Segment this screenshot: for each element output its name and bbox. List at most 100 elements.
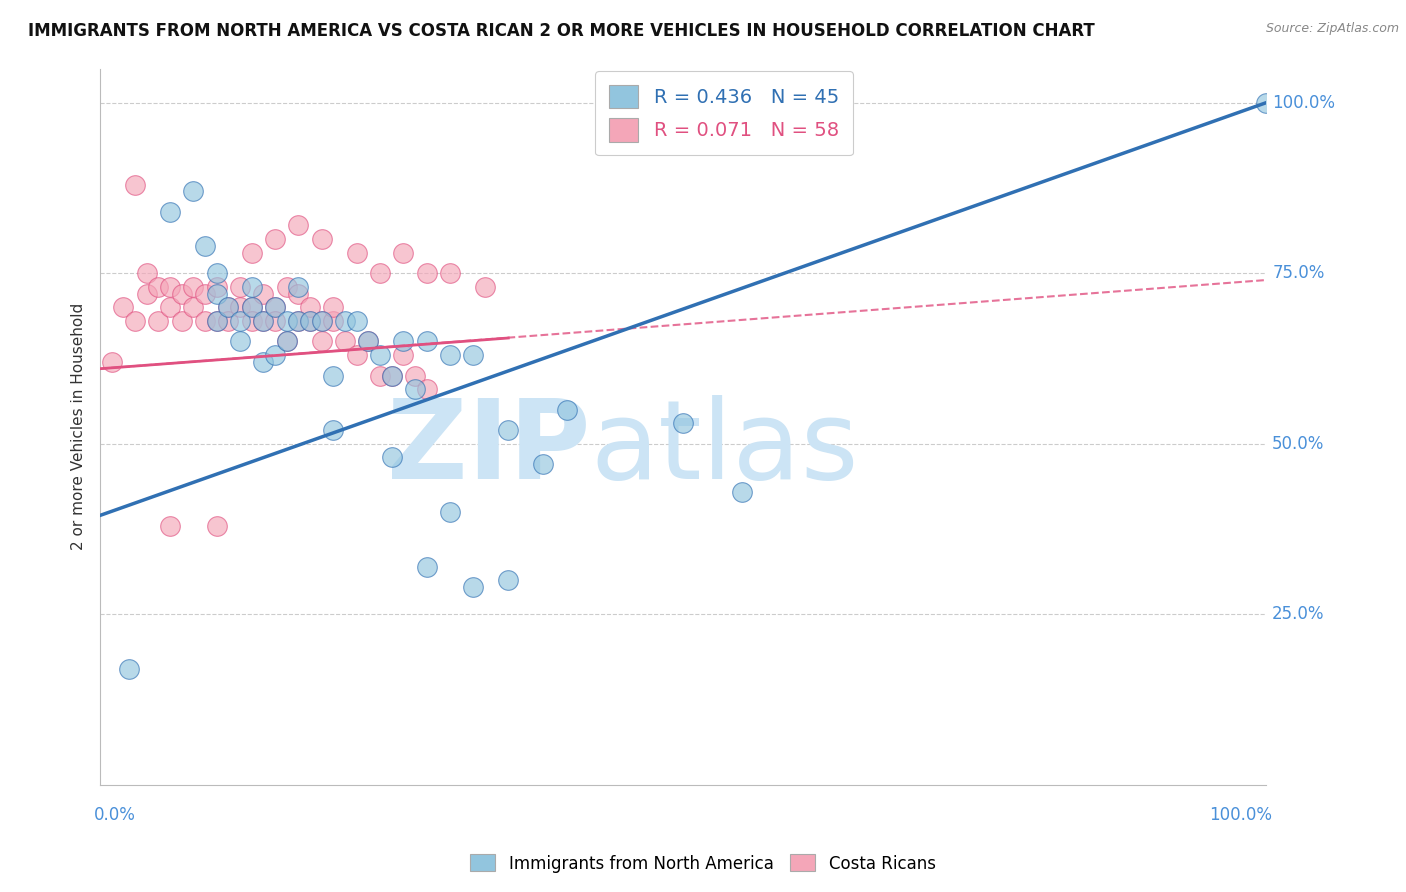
- Point: [240, 280, 263, 294]
- Point: [159, 280, 181, 294]
- Point: [381, 368, 404, 383]
- Point: [194, 286, 217, 301]
- Point: [240, 301, 263, 315]
- Point: [159, 204, 181, 219]
- Point: [346, 348, 368, 362]
- Point: [205, 286, 228, 301]
- Point: [205, 266, 228, 280]
- Point: [415, 382, 437, 396]
- Point: [346, 245, 368, 260]
- Point: [252, 286, 274, 301]
- Point: [672, 417, 695, 431]
- Legend: Immigrants from North America, Costa Ricans: Immigrants from North America, Costa Ric…: [464, 847, 942, 880]
- Point: [357, 334, 380, 349]
- Point: [381, 368, 404, 383]
- Point: [439, 505, 461, 519]
- Point: [381, 450, 404, 465]
- Point: [159, 518, 181, 533]
- Point: [287, 219, 309, 233]
- Point: [229, 280, 252, 294]
- Text: IMMIGRANTS FROM NORTH AMERICA VS COSTA RICAN 2 OR MORE VEHICLES IN HOUSEHOLD COR: IMMIGRANTS FROM NORTH AMERICA VS COSTA R…: [28, 22, 1095, 40]
- Point: [555, 402, 578, 417]
- Text: atlas: atlas: [591, 394, 859, 501]
- Point: [264, 348, 287, 362]
- Point: [311, 314, 333, 328]
- Point: [112, 301, 135, 315]
- Point: [159, 301, 181, 315]
- Point: [252, 355, 274, 369]
- Point: [463, 580, 485, 594]
- Point: [357, 334, 380, 349]
- Point: [124, 314, 146, 328]
- Point: [264, 301, 287, 315]
- Point: [415, 334, 437, 349]
- Point: [404, 368, 426, 383]
- Point: [311, 232, 333, 246]
- Point: [392, 334, 415, 349]
- Point: [252, 314, 274, 328]
- Y-axis label: 2 or more Vehicles in Household: 2 or more Vehicles in Household: [72, 303, 86, 550]
- Point: [170, 286, 193, 301]
- Point: [205, 280, 228, 294]
- Legend: R = 0.436   N = 45, R = 0.071   N = 58: R = 0.436 N = 45, R = 0.071 N = 58: [595, 71, 852, 155]
- Point: [498, 573, 520, 587]
- Point: [531, 457, 554, 471]
- Point: [240, 301, 263, 315]
- Point: [287, 280, 309, 294]
- Point: [1256, 95, 1278, 110]
- Point: [183, 184, 205, 198]
- Point: [322, 368, 344, 383]
- Point: [276, 280, 298, 294]
- Point: [730, 484, 752, 499]
- Point: [217, 314, 239, 328]
- Point: [311, 334, 333, 349]
- Point: [333, 334, 356, 349]
- Point: [368, 368, 391, 383]
- Point: [217, 301, 239, 315]
- Point: [229, 301, 252, 315]
- Point: [240, 314, 263, 328]
- Point: [415, 559, 437, 574]
- Point: [474, 280, 496, 294]
- Point: [276, 334, 298, 349]
- Point: [276, 334, 298, 349]
- Point: [135, 266, 157, 280]
- Point: [264, 232, 287, 246]
- Text: 50.0%: 50.0%: [1272, 434, 1324, 453]
- Point: [124, 178, 146, 192]
- Point: [346, 314, 368, 328]
- Point: [264, 314, 287, 328]
- Point: [322, 314, 344, 328]
- Point: [299, 301, 322, 315]
- Point: [217, 301, 239, 315]
- Point: [240, 245, 263, 260]
- Point: [194, 314, 217, 328]
- Point: [148, 314, 170, 328]
- Text: 100.0%: 100.0%: [1209, 806, 1272, 824]
- Point: [322, 423, 344, 437]
- Point: [264, 301, 287, 315]
- Point: [170, 314, 193, 328]
- Point: [205, 518, 228, 533]
- Point: [229, 314, 252, 328]
- Point: [205, 314, 228, 328]
- Point: [252, 314, 274, 328]
- Point: [311, 314, 333, 328]
- Point: [299, 314, 322, 328]
- Point: [287, 286, 309, 301]
- Point: [229, 334, 252, 349]
- Point: [322, 301, 344, 315]
- Point: [205, 314, 228, 328]
- Point: [183, 301, 205, 315]
- Point: [276, 314, 298, 328]
- Point: [183, 280, 205, 294]
- Point: [287, 314, 309, 328]
- Point: [415, 266, 437, 280]
- Text: Source: ZipAtlas.com: Source: ZipAtlas.com: [1265, 22, 1399, 36]
- Point: [392, 348, 415, 362]
- Point: [333, 314, 356, 328]
- Point: [392, 245, 415, 260]
- Text: 0.0%: 0.0%: [94, 806, 136, 824]
- Text: 75.0%: 75.0%: [1272, 264, 1324, 282]
- Point: [135, 286, 157, 301]
